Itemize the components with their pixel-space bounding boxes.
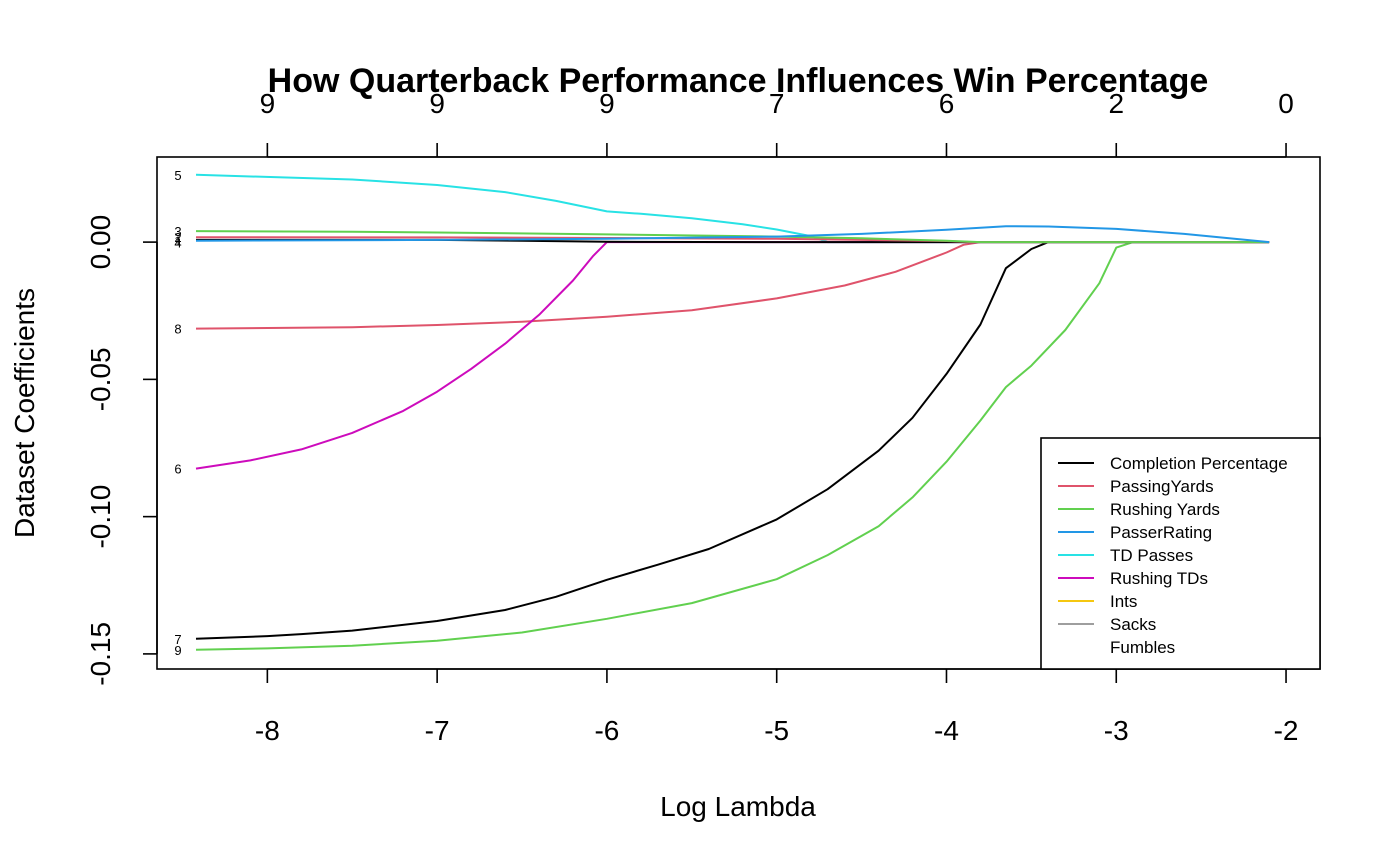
y-axis-title: Dataset Coefficients bbox=[9, 288, 40, 538]
x-axis-title: Log Lambda bbox=[660, 791, 816, 822]
path-index-label: 6 bbox=[174, 462, 181, 477]
top-tick-label: 9 bbox=[260, 88, 276, 119]
x-tick-label: -6 bbox=[594, 715, 619, 746]
top-tick-label: 2 bbox=[1108, 88, 1124, 119]
top-tick-label: 0 bbox=[1278, 88, 1294, 119]
legend-entry: Ints bbox=[1110, 592, 1137, 611]
path-index-label: 2 bbox=[174, 230, 181, 245]
top-tick-label: 9 bbox=[429, 88, 445, 119]
y-tick-label: 0.00 bbox=[85, 215, 116, 270]
path-index-label: 3 bbox=[174, 224, 181, 239]
legend-entry: PasserRating bbox=[1110, 523, 1212, 542]
path-index-label: 4 bbox=[174, 236, 181, 251]
legend-entry: Sacks bbox=[1110, 615, 1156, 634]
x-tick-label: -7 bbox=[425, 715, 450, 746]
path-index-label: 1 bbox=[174, 233, 181, 248]
legend-entry: Completion Percentage bbox=[1110, 454, 1288, 473]
series-line-passingyards bbox=[195, 241, 1270, 330]
legend-entry: TD Passes bbox=[1110, 546, 1193, 565]
y-tick-label: -0.05 bbox=[85, 347, 116, 411]
top-tick-label: 9 bbox=[599, 88, 615, 119]
y-axis: 0.00 -0.05 -0.10 -0.15 bbox=[85, 215, 158, 686]
series-line-rushing-yards bbox=[195, 241, 1270, 651]
path-index-label: 7 bbox=[174, 632, 181, 647]
chart-title: How Quarterback Performance Influences W… bbox=[268, 62, 1209, 100]
top-tick-label: 6 bbox=[939, 88, 955, 119]
x-tick-label: -8 bbox=[255, 715, 280, 746]
path-index-label: 5 bbox=[174, 168, 181, 183]
legend-box bbox=[1040, 437, 1321, 670]
series-line-rushing-tds bbox=[195, 241, 1270, 470]
x-tick-label: -5 bbox=[764, 715, 789, 746]
y-tick-label: -0.10 bbox=[85, 485, 116, 549]
series-line-completion-percentage bbox=[195, 241, 1270, 640]
y-tick-label: -0.15 bbox=[85, 622, 116, 686]
series-layer bbox=[195, 173, 1270, 651]
legend-entry: Rushing Yards bbox=[1110, 500, 1220, 519]
x-tick-label: -3 bbox=[1104, 715, 1129, 746]
x-tick-label: -4 bbox=[934, 715, 959, 746]
series-line-passerrating bbox=[195, 225, 1270, 244]
legend-entry: Fumbles bbox=[1110, 638, 1175, 657]
legend: Completion Percentage PassingYards Rushing… bbox=[1040, 437, 1321, 670]
legend-entry: Rushing TDs bbox=[1110, 569, 1208, 588]
path-index-label: 9 bbox=[174, 643, 181, 658]
legend-entry: PassingYards bbox=[1110, 477, 1214, 496]
x-axis: -8 -7 -6 -5 -4 -3 -2 bbox=[255, 668, 1299, 746]
x-tick-label: -2 bbox=[1274, 715, 1299, 746]
top-tick-label: 7 bbox=[769, 88, 785, 119]
path-index-label: 8 bbox=[174, 322, 181, 337]
